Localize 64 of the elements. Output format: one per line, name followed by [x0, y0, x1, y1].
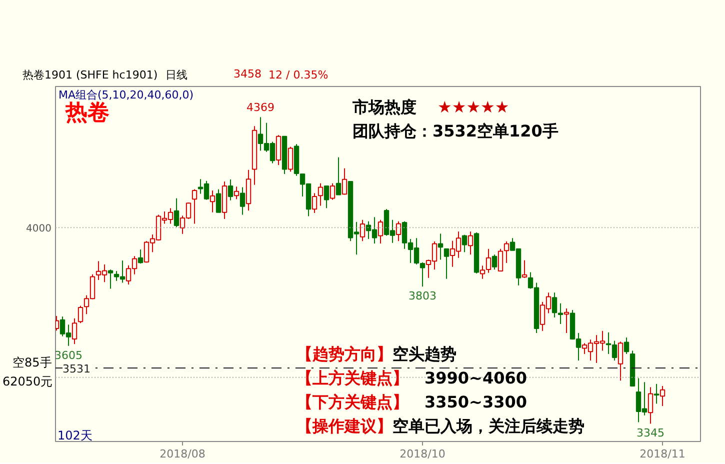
annotation: 3803 [408, 290, 437, 303]
candlestick [228, 178, 234, 201]
annotation: 3990~4060 [424, 368, 527, 388]
candlestick [462, 234, 468, 253]
annotation: 空头趋势 [392, 344, 456, 364]
candlestick [138, 248, 144, 264]
text: 日线 [166, 68, 188, 82]
candlestick [234, 186, 240, 200]
candlestick [276, 134, 282, 166]
candlestick [336, 156, 342, 196]
candlestick [438, 233, 444, 260]
annotation: 空单已入场，关注后续走势 [392, 416, 584, 436]
candlestick [660, 386, 666, 407]
annotation: 【趋势方向】 [296, 344, 392, 364]
text: 12 / 0.35% [268, 68, 328, 82]
candlestick [324, 186, 330, 209]
candlestick [522, 260, 528, 278]
x-tick-label: 2018/10 [400, 448, 446, 460]
text: 3458 [234, 68, 262, 80]
chart-title: 热卷 [64, 100, 110, 126]
candlestick [360, 219, 366, 242]
candlestick [72, 318, 78, 345]
candlestick [312, 192, 318, 214]
ref-line-label: 3531 [62, 362, 91, 376]
annotation: 3350~3300 [424, 392, 527, 412]
annotation: 【下方关键点】 [296, 392, 408, 412]
ref-line-label: 4000 [26, 224, 52, 235]
text: 102天 [58, 428, 92, 442]
candlestick [444, 248, 450, 280]
annotation: 团队持仓：3532空单120手 [352, 122, 558, 140]
candlestick [192, 188, 198, 224]
candlestick [492, 254, 498, 270]
candlestick [240, 186, 246, 216]
candlestick [78, 305, 84, 324]
text: 62050元 [2, 374, 53, 388]
candlestick [654, 383, 660, 404]
candlestick [342, 168, 348, 196]
candlestick [288, 146, 294, 172]
annotation: 3345 [636, 426, 665, 440]
candlestick [648, 386, 654, 424]
text: 空85手 [12, 356, 52, 370]
text: 市场热度 [352, 98, 416, 116]
x-tick-label: 2018/08 [160, 448, 206, 460]
candlestick [174, 198, 180, 228]
text: ★★★★★ [438, 98, 510, 116]
candlestick [216, 188, 222, 213]
candlestick [624, 337, 630, 354]
text: 热卷1901 (SHFE hc1901) [22, 68, 158, 82]
annotation: 【操作建议】 [296, 416, 392, 436]
candlestick [210, 190, 216, 213]
x-tick-label: 2018/11 [640, 448, 686, 460]
text: MA组合(5,10,20,40,60,0) [58, 88, 194, 102]
annotation: 4369 [246, 101, 275, 114]
candlestick [108, 269, 114, 290]
candlestick [564, 308, 570, 334]
candlestick [378, 219, 384, 244]
candlestick [330, 182, 336, 200]
candlestick [318, 182, 324, 206]
candlestick [504, 240, 510, 264]
candlestick [618, 341, 624, 382]
annotation: 【上方关键点】 [296, 368, 408, 388]
candlestick [396, 220, 402, 242]
candlestick [498, 248, 504, 272]
candlestick [468, 231, 474, 256]
